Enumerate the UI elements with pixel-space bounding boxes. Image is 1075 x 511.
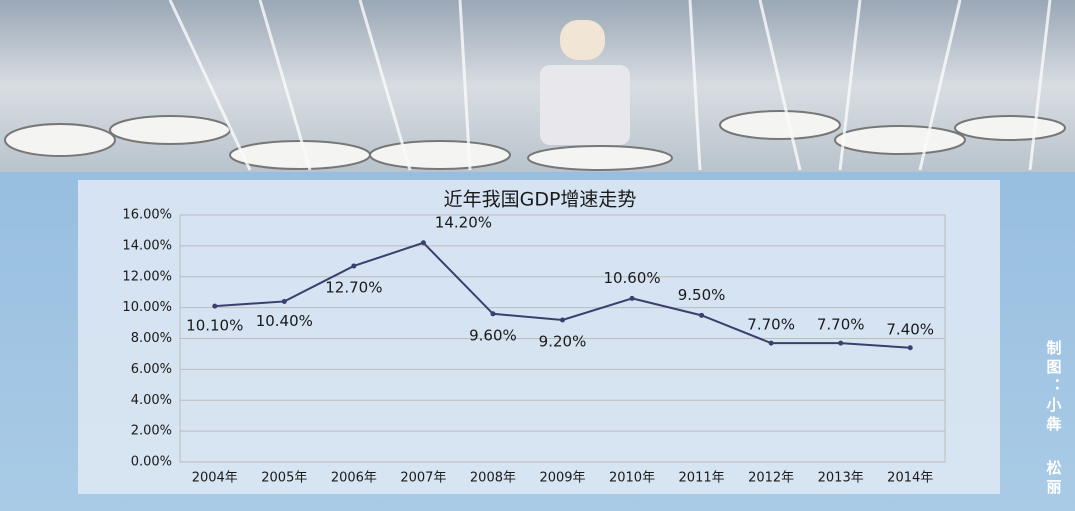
credit-text: 松丽 [1045,459,1063,498]
data-point [490,311,495,316]
credit-text: 制图：小犇 [1045,339,1063,435]
y-tick-label: 8.00% [131,331,172,346]
x-tick-label: 2010年 [609,471,655,486]
data-label: 10.40% [256,312,313,330]
data-label: 7.40% [886,320,934,338]
y-tick-label: 16.00% [122,208,172,223]
data-point [769,341,774,346]
x-tick-label: 2008年 [470,471,516,486]
y-tick-label: 12.00% [122,269,172,284]
data-point [282,299,287,304]
chart-title: 近年我国GDP增速走势 [444,189,637,211]
x-tick-label: 2014年 [887,471,933,486]
data-label: 7.70% [817,316,865,334]
data-label: 14.20% [435,213,492,231]
x-tick-label: 2007年 [400,471,446,486]
chart: 近年我国GDP增速走势 制图：小犇松丽 0.00% 2.00% 4.00% 6.00%… [0,0,1075,511]
data-point [560,317,565,322]
data-point [838,341,843,346]
y-tick-label: 10.00% [122,300,172,315]
y-tick-label: 6.00% [131,362,172,377]
y-tick-label: 4.00% [131,393,172,408]
data-point [212,304,217,309]
x-tick-label: 2011年 [679,471,725,486]
data-label: 9.60% [469,326,517,344]
data-point [351,263,356,268]
data-label: 7.70% [747,316,795,334]
x-tick-label: 2005年 [261,471,307,486]
data-label: 9.20% [539,332,587,350]
data-point [699,313,704,318]
x-tick-label: 2009年 [539,471,585,486]
data-point [630,296,635,301]
data-label: 10.60% [603,269,660,287]
y-tick-label: 2.00% [131,424,172,439]
x-tick-label: 2013年 [818,471,864,486]
x-tick-label: 2012年 [748,471,794,486]
data-label: 12.70% [325,278,382,296]
y-tick-label: 14.00% [122,238,172,253]
data-point [908,345,913,350]
y-tick-label: 0.00% [131,455,172,470]
data-label: 9.50% [678,286,726,304]
x-tick-label: 2006年 [331,471,377,486]
data-point [421,240,426,245]
data-label: 10.10% [186,317,243,335]
x-tick-label: 2004年 [192,471,238,486]
